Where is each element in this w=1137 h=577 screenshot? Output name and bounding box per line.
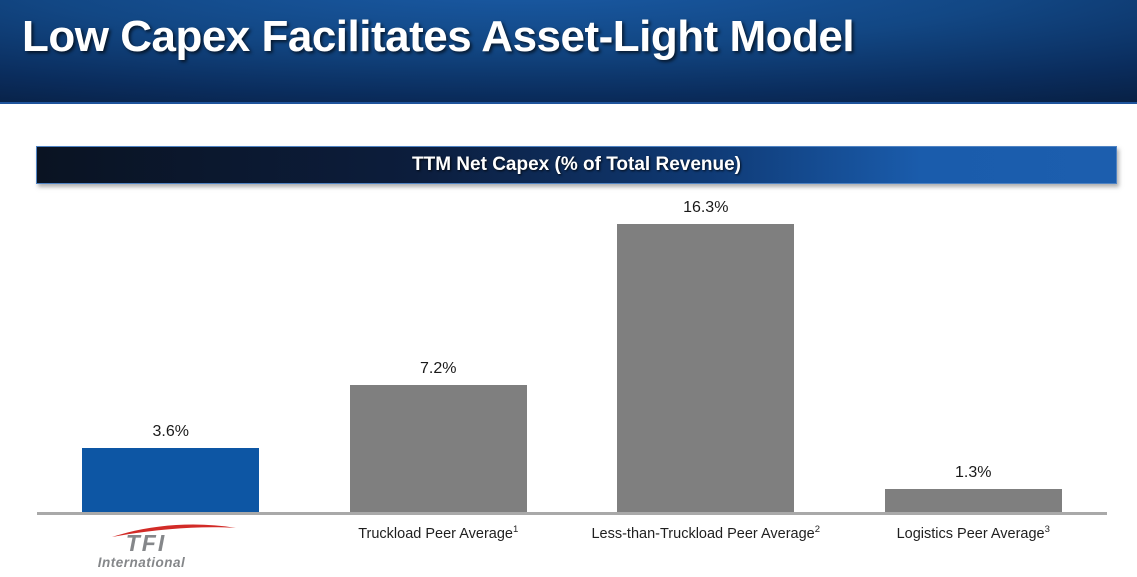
category-label-logistics: Logistics Peer Average3 xyxy=(896,524,1050,542)
logo-swoosh-icon xyxy=(111,524,236,537)
bar-chart: 3.6% 7.2% 16.3% 1.3% xyxy=(37,186,1107,515)
tfi-international-logo: TFI International xyxy=(96,522,246,570)
value-label: 3.6% xyxy=(152,423,189,440)
bar-ltl xyxy=(617,224,795,512)
category-axis-labels: TFI International Truckload Peer Average… xyxy=(37,519,1107,571)
chart-title: TTM Net Capex (% of Total Revenue) xyxy=(411,154,741,175)
value-label: 7.2% xyxy=(420,360,457,377)
slide-header: Low Capex Facilitates Asset-Light Model xyxy=(0,0,1137,104)
slide-title: Low Capex Facilitates Asset-Light Model xyxy=(22,12,855,61)
category-label-tfi: TFI International xyxy=(37,519,305,571)
bar-column-truckload: 7.2% xyxy=(305,186,573,512)
bar-logistics xyxy=(884,489,1062,512)
bar-column-tfi: 3.6% xyxy=(37,186,305,512)
bar-column-ltl: 16.3% xyxy=(572,186,840,512)
footnote-marker-2: 2 xyxy=(814,524,821,536)
logo-text-international: International xyxy=(97,555,186,570)
value-label: 16.3% xyxy=(683,199,729,216)
category-label-ltl: Less-than-Truckload Peer Average2 xyxy=(591,524,821,542)
value-label: 1.3% xyxy=(955,464,992,481)
category-label-truckload: Truckload Peer Average1 xyxy=(358,524,519,542)
logo-text-tfi: TFI xyxy=(125,530,167,556)
bar-truckload xyxy=(349,385,527,512)
chart-title-bar: TTM Net Capex (% of Total Revenue) xyxy=(36,146,1117,184)
footnote-marker-1: 1 xyxy=(512,524,519,536)
bar-tfi xyxy=(82,448,260,512)
footnote-marker-3: 3 xyxy=(1044,524,1050,536)
bar-column-logistics: 1.3% xyxy=(840,186,1108,512)
